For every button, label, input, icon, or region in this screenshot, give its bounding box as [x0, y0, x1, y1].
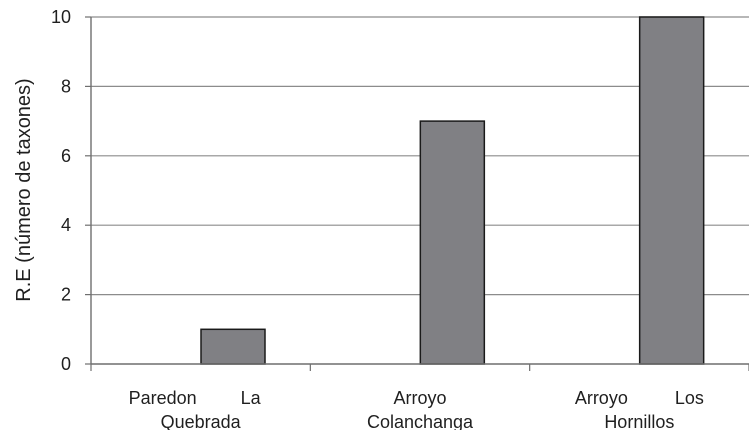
- x-category-label-0: Paredon La Quebrada: [129, 388, 262, 430]
- bar-0: [200, 328, 266, 365]
- y-tick-label: 10: [51, 7, 71, 27]
- y-tick-label: 8: [61, 76, 71, 96]
- bars-layer: [200, 16, 705, 365]
- bar-1: [419, 120, 486, 365]
- y-tick-label: 6: [61, 146, 71, 166]
- x-category-label-1: Arroyo Colanchanga: [367, 388, 474, 430]
- y-tick-label: 2: [61, 285, 71, 305]
- axes-layer: [85, 16, 749, 371]
- y-tick-label: 4: [61, 215, 71, 235]
- labels-layer: 0 2 4 6 8 10 Paredon La Quebrada Arroyo Colanchang…: [51, 7, 704, 430]
- y-axis-title: R.E (número de taxones): [13, 78, 35, 301]
- y-tick-label: 0: [61, 354, 71, 374]
- bar-2: [638, 16, 705, 365]
- x-category-label-2: Arroyo Los Hornillos: [575, 388, 704, 430]
